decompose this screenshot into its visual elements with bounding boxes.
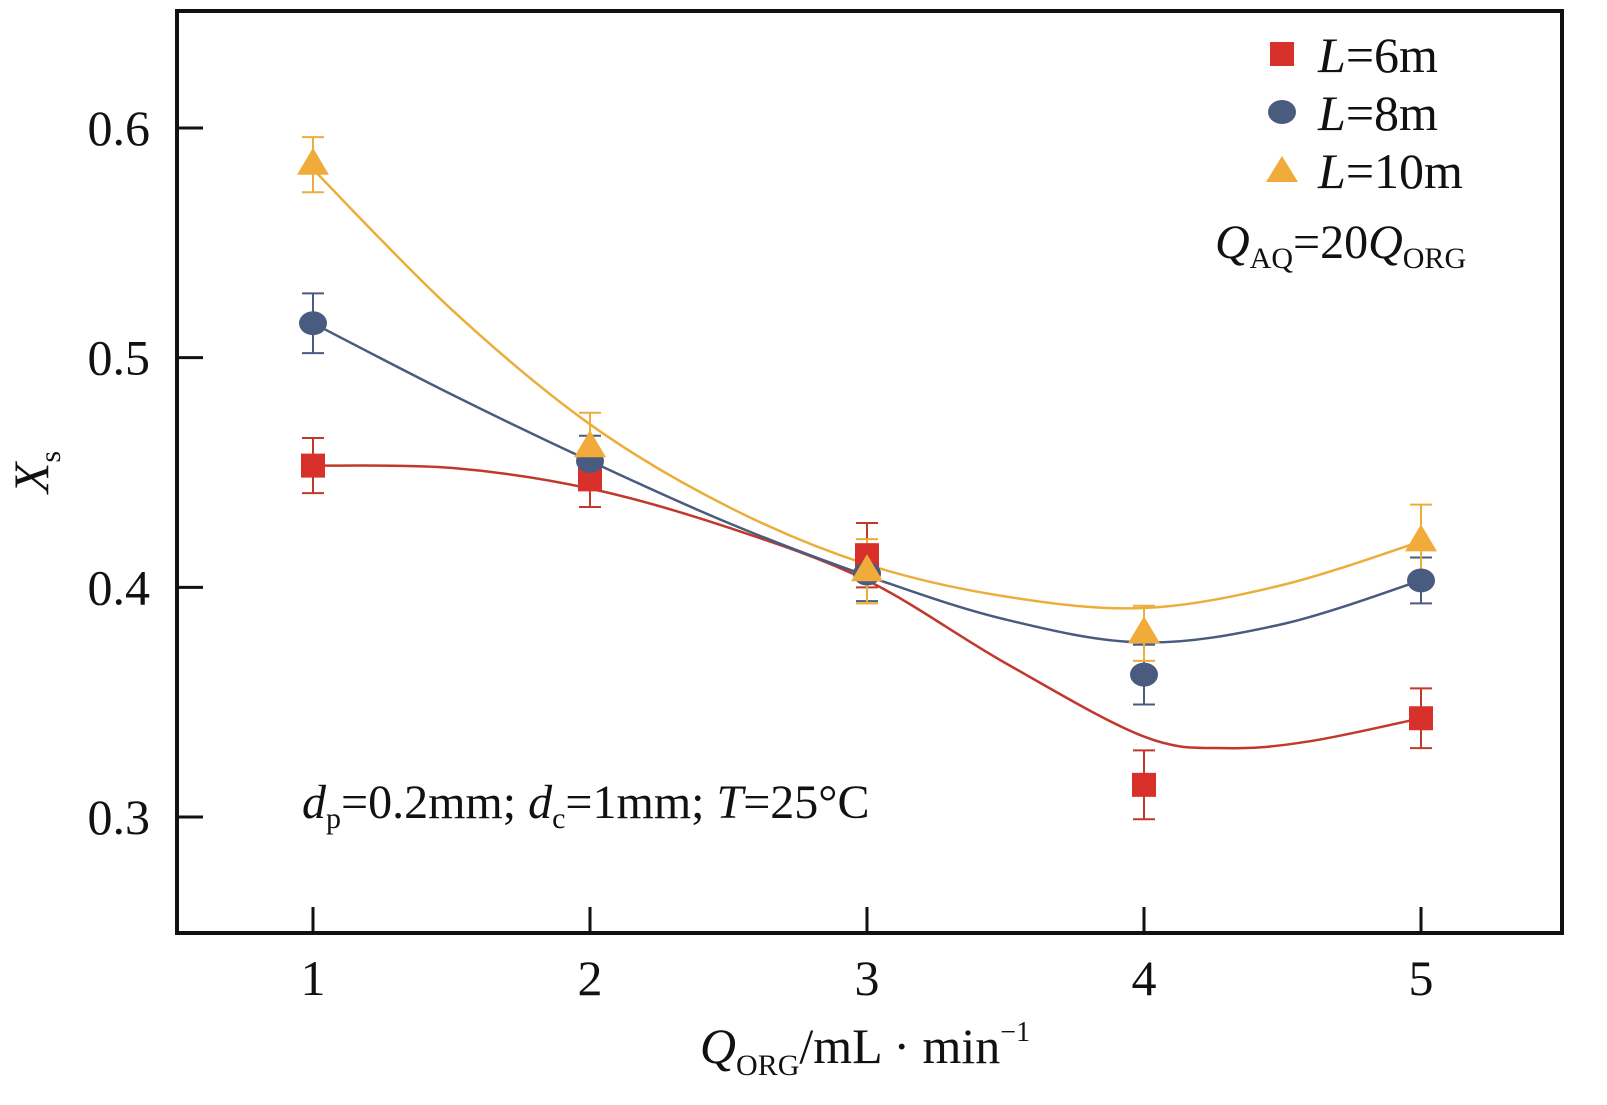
legend-marker-circle — [1268, 100, 1296, 124]
x-tick-label: 5 — [1409, 950, 1434, 1006]
x-tick-label: 4 — [1132, 950, 1157, 1006]
data-point-circle — [1130, 662, 1158, 687]
x-tick-label: 3 — [855, 950, 880, 1006]
legend-label-l6: L=6m — [1317, 27, 1438, 83]
data-point-square — [1132, 772, 1156, 797]
conditions-annotation: dp=0.2mm; dc=1mm; T=25°C — [302, 776, 869, 835]
y-axis-title: Xs — [3, 451, 67, 495]
x-tick-label: 1 — [301, 950, 326, 1006]
fit-curve-triangle — [312, 168, 1422, 610]
y-tick-label: 0.3 — [88, 789, 151, 845]
data-point-square — [1409, 706, 1433, 731]
x-tick-label: 2 — [578, 950, 603, 1006]
data-point-square — [301, 453, 325, 478]
y-tick-label: 0.4 — [88, 559, 151, 615]
data-point-triangle — [851, 554, 883, 582]
flow-ratio-annotation: QAQ=20QORG — [1215, 216, 1466, 275]
data-point-triangle — [1405, 524, 1437, 552]
legend-marker-triangle — [1266, 156, 1298, 182]
y-tick-label: 0.5 — [88, 330, 151, 386]
legend-label-l10: L=10m — [1317, 143, 1463, 199]
error-bars — [302, 136, 1432, 821]
legend-label-l8: L=8m — [1317, 85, 1438, 141]
legend-marker-square — [1270, 42, 1294, 66]
data-point-triangle — [1128, 616, 1160, 644]
axis-ticks: 1 2 3 4 5 0.3 0.4 0.5 0.6 — [88, 100, 1434, 1006]
data-point-circle — [299, 311, 327, 336]
data-markers — [297, 147, 1437, 797]
plot-frame — [175, 9, 1564, 935]
data-point-triangle — [297, 147, 329, 175]
data-point-circle — [1407, 568, 1435, 593]
x-axis-title: QORG/mL · min−1 — [700, 1017, 1030, 1082]
fit-curve-square — [312, 464, 1422, 750]
data-point-triangle — [574, 430, 606, 458]
y-tick-label: 0.6 — [88, 100, 151, 156]
legend: L=6m L=8m L=10m — [1266, 27, 1463, 199]
